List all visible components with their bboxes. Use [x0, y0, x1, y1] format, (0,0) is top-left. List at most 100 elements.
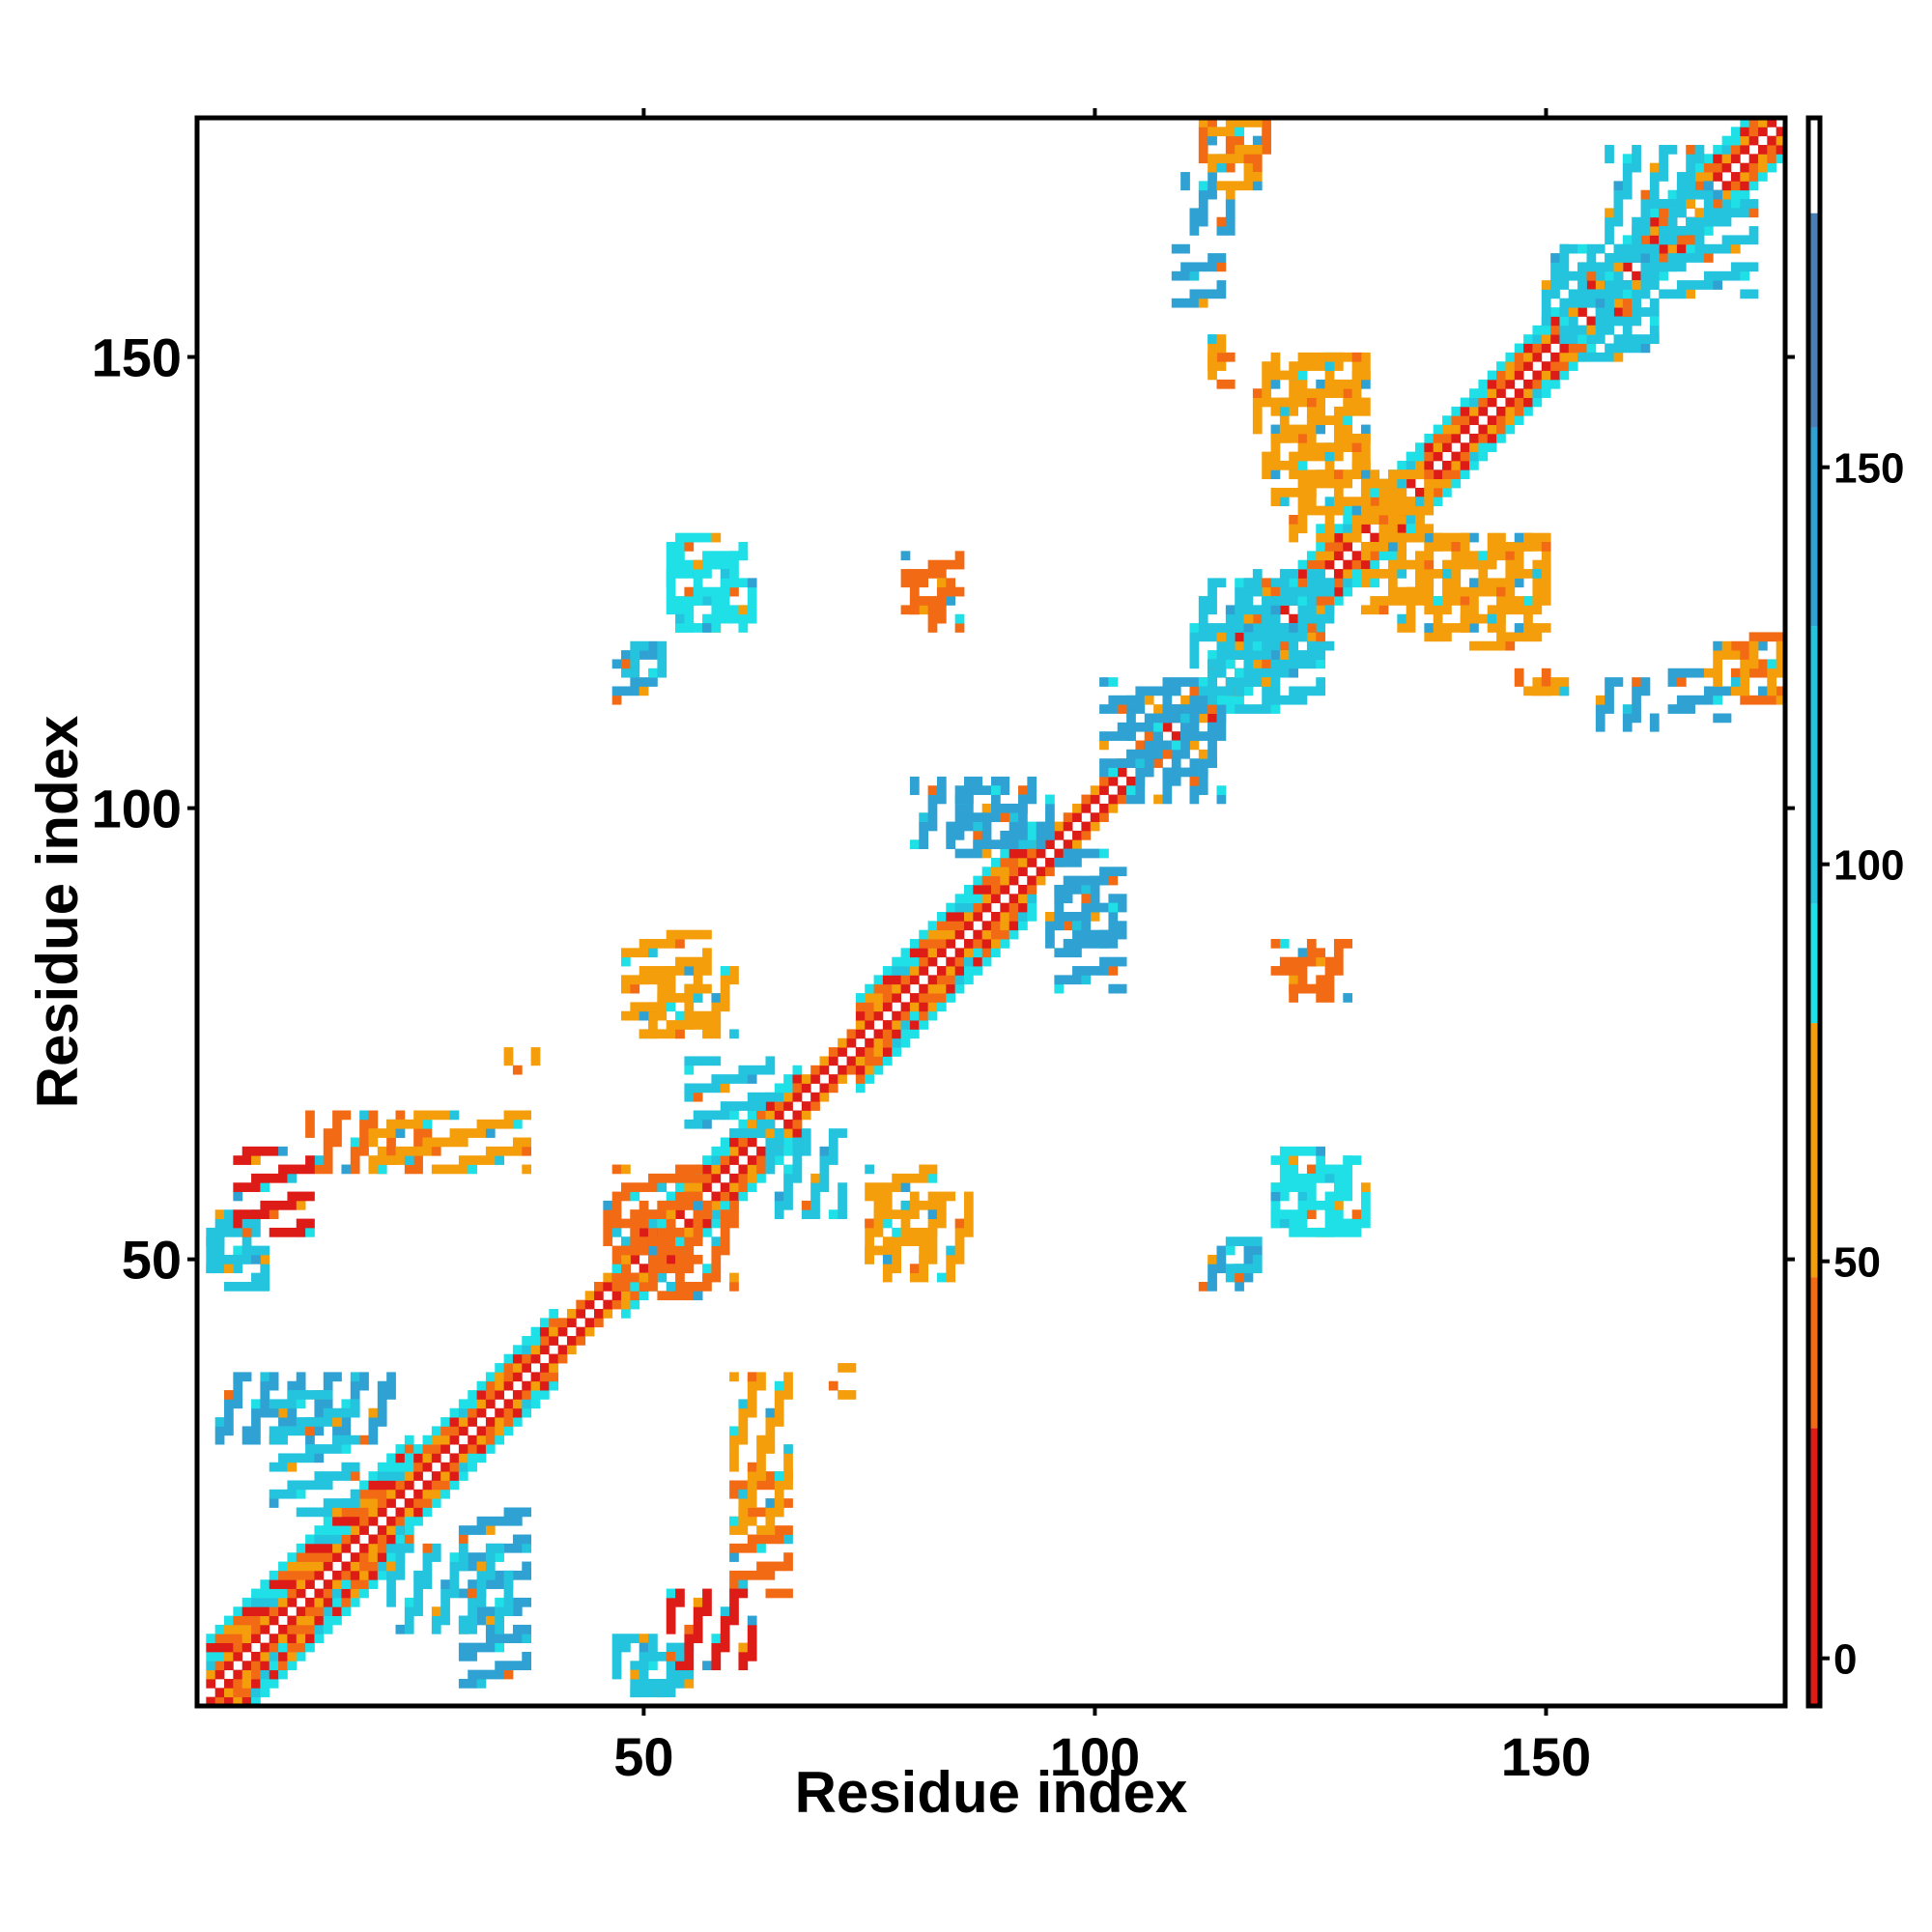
contact-cell — [1721, 145, 1732, 155]
contact-cell — [1009, 821, 1019, 832]
contact-cell — [1243, 145, 1254, 155]
contact-cell — [909, 956, 920, 967]
contact-cell — [1099, 875, 1109, 886]
contact-cell — [242, 1245, 252, 1256]
contact-cell — [1406, 469, 1416, 480]
contact-cell — [675, 1651, 685, 1662]
contact-cell — [838, 1191, 847, 1202]
contact-cell — [341, 1597, 352, 1607]
contact-cell — [729, 1110, 739, 1121]
contact-cell — [1099, 939, 1109, 949]
contact-cell — [1649, 334, 1660, 344]
contact-cell — [404, 1119, 414, 1129]
contact-cell — [973, 875, 983, 886]
contact-cell — [368, 1579, 379, 1589]
contact-cell — [1189, 722, 1200, 732]
contact-cell — [242, 1678, 252, 1689]
contact-cell — [1415, 559, 1425, 570]
contact-cell — [1225, 216, 1236, 227]
contact-cell — [711, 1146, 722, 1156]
contact-cell — [1208, 352, 1217, 362]
colorbar-band — [1808, 118, 1820, 213]
contact-cell — [666, 551, 676, 561]
contact-cell — [242, 1209, 252, 1219]
contact-cell — [1225, 1236, 1236, 1247]
contact-cell — [522, 1534, 532, 1545]
contact-cell — [296, 1399, 306, 1409]
contact-cell — [1297, 352, 1308, 362]
contact-cell — [738, 623, 749, 633]
contact-cell — [1262, 623, 1271, 633]
contact-cell — [1559, 343, 1570, 354]
contact-cell — [765, 1119, 776, 1129]
contact-cell — [892, 1245, 901, 1256]
contact-cell — [1018, 803, 1028, 813]
contact-cell — [557, 1353, 568, 1364]
contact-cell — [495, 1372, 504, 1382]
contact-cell — [1496, 586, 1506, 597]
contact-cell — [1748, 262, 1759, 272]
contact-cell — [1721, 154, 1732, 164]
contact-cell — [1306, 1200, 1317, 1210]
contact-cell — [1216, 722, 1227, 732]
contact-cell — [503, 1516, 514, 1526]
contact-cell — [819, 1164, 830, 1175]
contact-cell — [233, 1209, 243, 1219]
contact-cell — [981, 821, 992, 832]
contact-cell — [269, 1651, 279, 1662]
contact-cell — [1360, 542, 1371, 552]
contact-cell — [485, 1444, 496, 1454]
contact-cell — [1613, 189, 1624, 200]
contact-cell — [927, 821, 938, 832]
contact-cell — [954, 1254, 965, 1264]
contact-cell — [991, 875, 1001, 886]
contact-cell — [1018, 794, 1028, 805]
contact-cell — [341, 1435, 352, 1445]
contact-cell — [882, 983, 893, 994]
contact-cell — [720, 1137, 730, 1148]
contact-cell — [855, 1083, 866, 1094]
contact-cell — [729, 1426, 739, 1436]
contact-cell — [1162, 722, 1173, 732]
contact-cell — [1343, 532, 1353, 543]
contact-cell — [1171, 677, 1181, 687]
contact-cell — [648, 1634, 658, 1644]
contact-cell — [522, 1570, 532, 1580]
contact-cell — [422, 1462, 433, 1472]
contact-cell — [1036, 867, 1046, 877]
contact-cell — [1279, 497, 1290, 507]
contact-cell — [1378, 605, 1389, 615]
contact-cell — [233, 1264, 243, 1274]
contact-cell — [404, 1480, 414, 1491]
contact-cell — [973, 948, 983, 958]
contact-cell — [1730, 135, 1741, 146]
contact-cell — [838, 1390, 847, 1400]
contact-cell — [206, 1696, 216, 1707]
contact-cell — [909, 1200, 920, 1210]
contact-cell — [738, 1137, 749, 1148]
contact-cell — [774, 1407, 784, 1418]
contact-cell — [684, 993, 695, 1003]
contact-cell — [1027, 821, 1037, 832]
contact-cell — [1333, 478, 1344, 489]
contact-cell — [350, 1552, 360, 1562]
contact-cell — [233, 1399, 243, 1409]
contact-cell — [476, 1426, 487, 1436]
contact-cell — [323, 1534, 333, 1545]
contact-cell — [1469, 415, 1479, 425]
contact-cell — [476, 1119, 487, 1129]
contact-cell — [954, 803, 965, 813]
contact-cell — [1595, 262, 1605, 272]
contact-cell — [1415, 551, 1425, 561]
contact-cell — [756, 1128, 766, 1138]
contact-cell — [260, 1624, 270, 1634]
contact-cell — [919, 948, 929, 958]
contact-cell — [476, 1435, 487, 1445]
contact-cell — [1451, 451, 1462, 462]
contact-cell — [630, 677, 640, 687]
contact-cell — [927, 812, 938, 822]
contact-cell — [1622, 262, 1633, 272]
contact-cell — [1235, 586, 1244, 597]
contact-cell — [458, 1642, 469, 1653]
contact-cell — [738, 1074, 749, 1084]
